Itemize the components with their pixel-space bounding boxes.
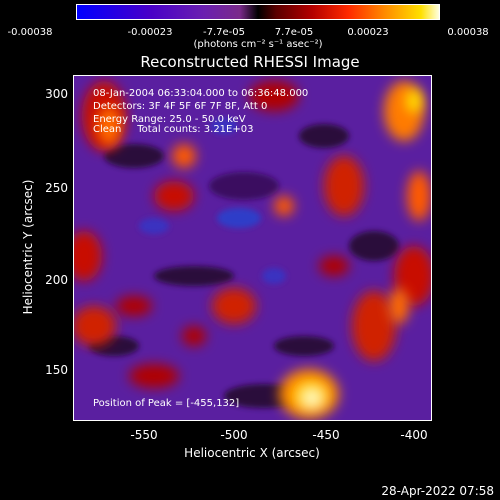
colorbar-tick: 7.7e-05 — [274, 27, 314, 38]
annotation-time-range: 08-Jan-2004 06:33:04.000 to 06:36:48.000 — [93, 88, 309, 99]
image-plot-area — [73, 75, 432, 421]
x-tick-label: -500 — [220, 428, 248, 442]
x-tick-label: -550 — [130, 428, 158, 442]
colorbar-tick: 0.00038 — [447, 27, 489, 38]
colorbar-units: (photons cm⁻² s⁻¹ asec⁻²) — [193, 39, 323, 50]
annotation-detectors: Detectors: 3F 4F 5F 6F 7F 8F, Att 0 — [93, 101, 268, 112]
colorbar-tick: -0.00038 — [7, 27, 53, 38]
timestamp-footer: 28-Apr-2022 07:58 — [381, 484, 494, 498]
y-tick-label: 250 — [45, 181, 68, 195]
x-tick-label: -400 — [400, 428, 428, 442]
x-tick-label: -450 — [312, 428, 340, 442]
blue-blobs — [139, 118, 286, 284]
annotation-clean-counts: Clean Total counts: 3.21E+03 — [93, 124, 254, 135]
y-tick-label: 150 — [45, 363, 68, 377]
colorbar-tick: -7.7e-05 — [203, 27, 245, 38]
annotation-energy-range: Energy Range: 25.0 - 50.0 keV — [93, 114, 246, 125]
colorbar — [76, 4, 440, 20]
x-axis-label: Heliocentric X (arcsec) — [184, 446, 320, 460]
y-tick-label: 300 — [45, 87, 68, 101]
rhessi-image — [74, 76, 431, 420]
peak-blob — [279, 89, 422, 419]
colorbar-tick: 0.00023 — [347, 27, 389, 38]
y-tick-label: 200 — [45, 273, 68, 287]
colorbar-tick: -0.00023 — [127, 27, 173, 38]
annotation-peak-position: Position of Peak = [-455,132] — [93, 398, 240, 409]
y-axis-label: Heliocentric Y (arcsec) — [21, 179, 35, 315]
orange-blobs — [97, 81, 431, 324]
plot-title: Reconstructed RHESSI Image — [140, 53, 360, 71]
